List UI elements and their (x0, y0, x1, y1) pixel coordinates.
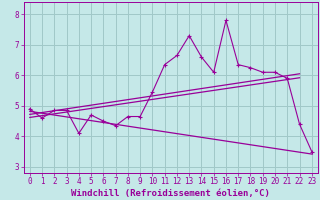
X-axis label: Windchill (Refroidissement éolien,°C): Windchill (Refroidissement éolien,°C) (71, 189, 270, 198)
